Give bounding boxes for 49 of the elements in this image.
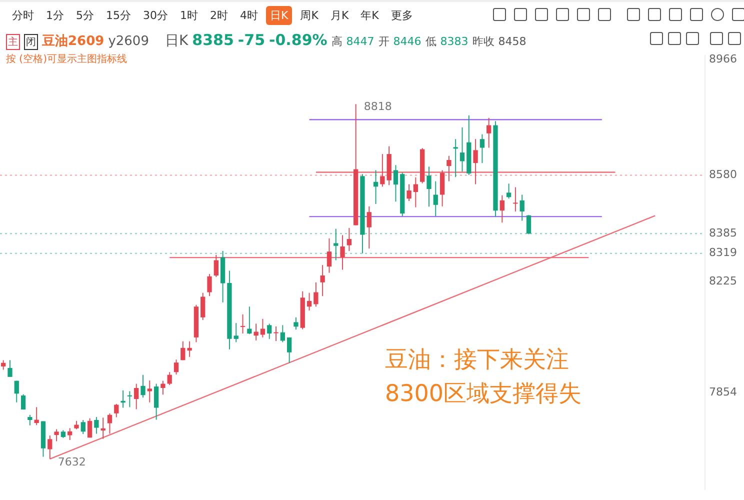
- candlestick: [100, 418, 106, 439]
- candlestick: [513, 187, 518, 212]
- annotation: 7632: [58, 456, 86, 469]
- y-tick-label: 8319: [709, 246, 737, 260]
- y-tick-label: 8385: [709, 226, 737, 240]
- text: 高: [331, 34, 342, 49]
- text: 2时: [209, 8, 229, 24]
- text: -75: [238, 31, 266, 49]
- text: 1分: [45, 8, 65, 24]
- text: y2609: [108, 34, 149, 49]
- candlestick: [274, 326, 278, 342]
- chart-title: 豆油2609: [42, 33, 104, 50]
- text: 日K: [164, 32, 188, 50]
- annotation: 豆油：接下来关注: [385, 346, 570, 375]
- candlestick: [453, 139, 458, 178]
- candlestick: [120, 390, 126, 408]
- y-tick-label: 8580: [709, 168, 737, 182]
- text: 昨收: [472, 34, 494, 49]
- annotation: 8300区域支撑得失: [385, 380, 582, 409]
- candlestick: [187, 341, 192, 357]
- text: -0.89%: [269, 31, 328, 49]
- text: 8383: [440, 35, 468, 48]
- text: 15分: [105, 8, 132, 24]
- candlestick: [127, 391, 132, 408]
- text: 年K: [360, 8, 380, 24]
- candlestick: [334, 228, 338, 260]
- candlestick: [147, 380, 152, 402]
- text: 分时: [11, 8, 35, 24]
- text: 8446: [393, 35, 422, 48]
- text: 日K: [266, 6, 292, 25]
- text: 月K: [329, 8, 350, 24]
- annotation: 8818: [364, 100, 392, 113]
- text: 1时: [179, 8, 199, 24]
- text: 5分: [75, 8, 95, 24]
- y-tick-label: 8966: [709, 52, 737, 66]
- y-tick-label: 8225: [709, 274, 737, 288]
- text: 8458: [498, 35, 526, 48]
- text: 4时: [239, 8, 259, 24]
- text: 低: [425, 34, 436, 49]
- text: 周K: [299, 8, 320, 24]
- text: 8447: [346, 35, 374, 48]
- text: 30分: [142, 8, 169, 24]
- chart-subtitle: 按 (空格)可显示主图指标线: [6, 52, 127, 66]
- text: 开: [378, 34, 390, 49]
- text: 闭: [24, 34, 38, 50]
- text: 主: [6, 34, 20, 50]
- text: 8385: [192, 31, 234, 49]
- y-tick-label: 7854: [709, 385, 737, 398]
- text: 更多: [390, 8, 414, 24]
